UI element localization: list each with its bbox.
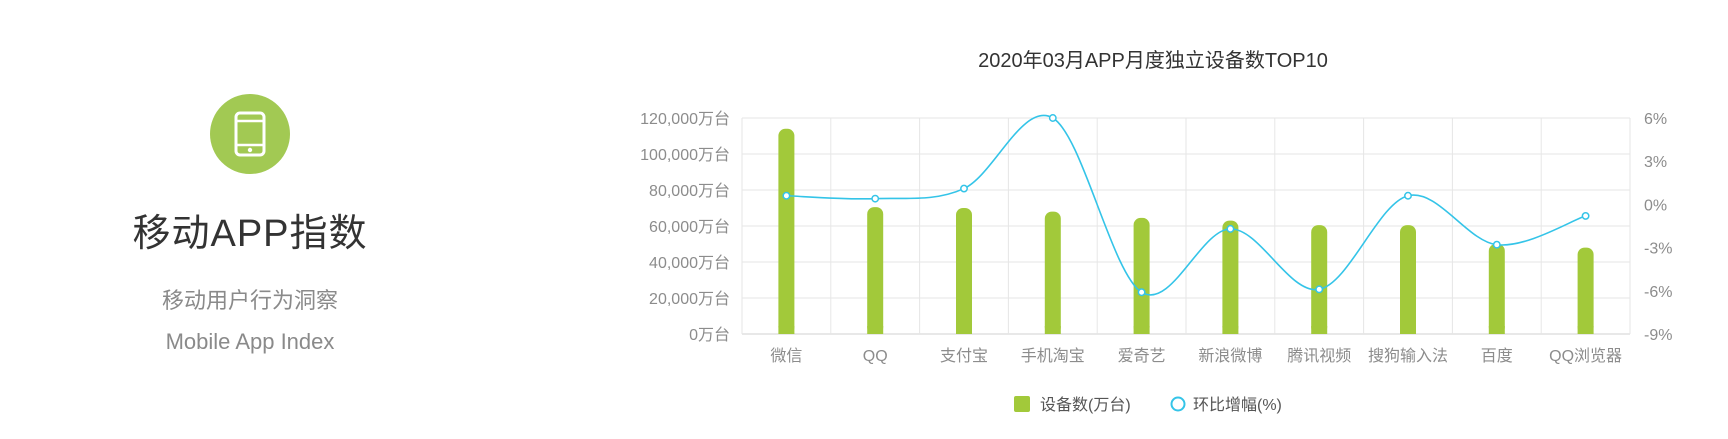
line-point[interactable]	[1404, 191, 1412, 200]
grid-layer	[741, 117, 1631, 335]
line-point[interactable]	[1315, 285, 1324, 294]
category-label: 腾讯视频	[1287, 347, 1351, 365]
line-point[interactable]	[1581, 211, 1590, 220]
bar[interactable]	[956, 208, 972, 334]
category-label: 百度	[1481, 347, 1513, 365]
line-layer	[782, 114, 1590, 297]
right-tick-label: -6%	[1644, 284, 1672, 301]
brand-logo	[210, 94, 290, 174]
bar[interactable]	[1400, 225, 1416, 334]
left-tick-label: 20,000万台	[649, 290, 730, 308]
legend-line-label[interactable]: 环比增幅(%)	[1193, 396, 1282, 414]
legend-bar-swatch	[1014, 396, 1030, 412]
bar[interactable]	[1488, 244, 1505, 334]
left-tick-label: 100,000万台	[640, 146, 730, 164]
category-label: 支付宝	[940, 347, 988, 365]
bar[interactable]	[1133, 217, 1150, 334]
bar-base	[1133, 326, 1150, 334]
legend-bar-label[interactable]: 设备数(万台)	[1040, 396, 1131, 414]
category-label: 手机淘宝	[1021, 347, 1085, 365]
category-label: 爱奇艺	[1118, 347, 1166, 365]
app-title: 移动APP指数	[132, 213, 368, 255]
line-point[interactable]	[1048, 114, 1057, 122]
bar-base	[1311, 326, 1328, 334]
category-label: QQ	[863, 348, 888, 365]
bar-base	[867, 326, 884, 334]
app-subtitle-en: Mobile App Index	[165, 329, 335, 354]
smartphone-icon	[234, 111, 266, 157]
left-tick-label: 40,000万台	[649, 254, 730, 272]
left-tick-label: 60,000万台	[649, 218, 730, 236]
left-tick-label: 80,000万台	[649, 182, 730, 200]
bar-layer	[778, 128, 1594, 334]
line-point[interactable]	[782, 191, 791, 200]
brand-panel: 移动APP指数 移动用户行为洞察 Mobile App Index	[130, 90, 370, 390]
right-tick-label: -9%	[1644, 327, 1672, 344]
legend-line-swatch	[1170, 396, 1186, 412]
bar-base	[956, 326, 972, 334]
right-tick-label: 3%	[1644, 154, 1667, 171]
right-tick-label: -3%	[1644, 241, 1672, 258]
category-label: 搜狗输入法	[1368, 347, 1448, 365]
line-point[interactable]	[1226, 224, 1235, 233]
chart-title: 2020年03月APP月度独立设备数TOP10	[978, 49, 1328, 72]
right-tick-label: 0%	[1644, 197, 1667, 214]
category-label: QQ浏览器	[1549, 347, 1622, 365]
line-point[interactable]	[1137, 288, 1146, 297]
bar-base	[1222, 326, 1239, 334]
category-label: 微信	[770, 347, 802, 365]
growth-line	[786, 114, 1586, 296]
bar-base	[1488, 326, 1505, 334]
bar[interactable]	[1577, 247, 1594, 334]
bar-base	[778, 326, 795, 334]
line-point[interactable]	[871, 194, 880, 203]
category-label: 新浪微博	[1198, 347, 1262, 365]
bar-base	[1577, 326, 1594, 334]
left-tick-label: 120,000万台	[640, 110, 730, 128]
legend[interactable]: 设备数(万台) 环比增幅(%)	[1014, 396, 1282, 414]
bar[interactable]	[778, 128, 795, 334]
left-tick-label: 0万台	[689, 326, 730, 344]
bar-base	[1044, 326, 1061, 334]
right-tick-label: 6%	[1644, 111, 1667, 128]
axis-layer: 0万台 20,000万台 40,000万台 60,000万台 80,000万台 100,0…	[640, 110, 1672, 365]
line-point[interactable]	[1492, 240, 1501, 249]
bar[interactable]	[867, 207, 884, 334]
app-subtitle-cn: 移动用户行为洞察	[161, 288, 338, 313]
line-point[interactable]	[960, 184, 968, 193]
bar-base	[1400, 326, 1416, 334]
bar[interactable]	[1044, 211, 1061, 334]
bar[interactable]	[1311, 225, 1328, 334]
bar[interactable]	[1222, 220, 1239, 334]
